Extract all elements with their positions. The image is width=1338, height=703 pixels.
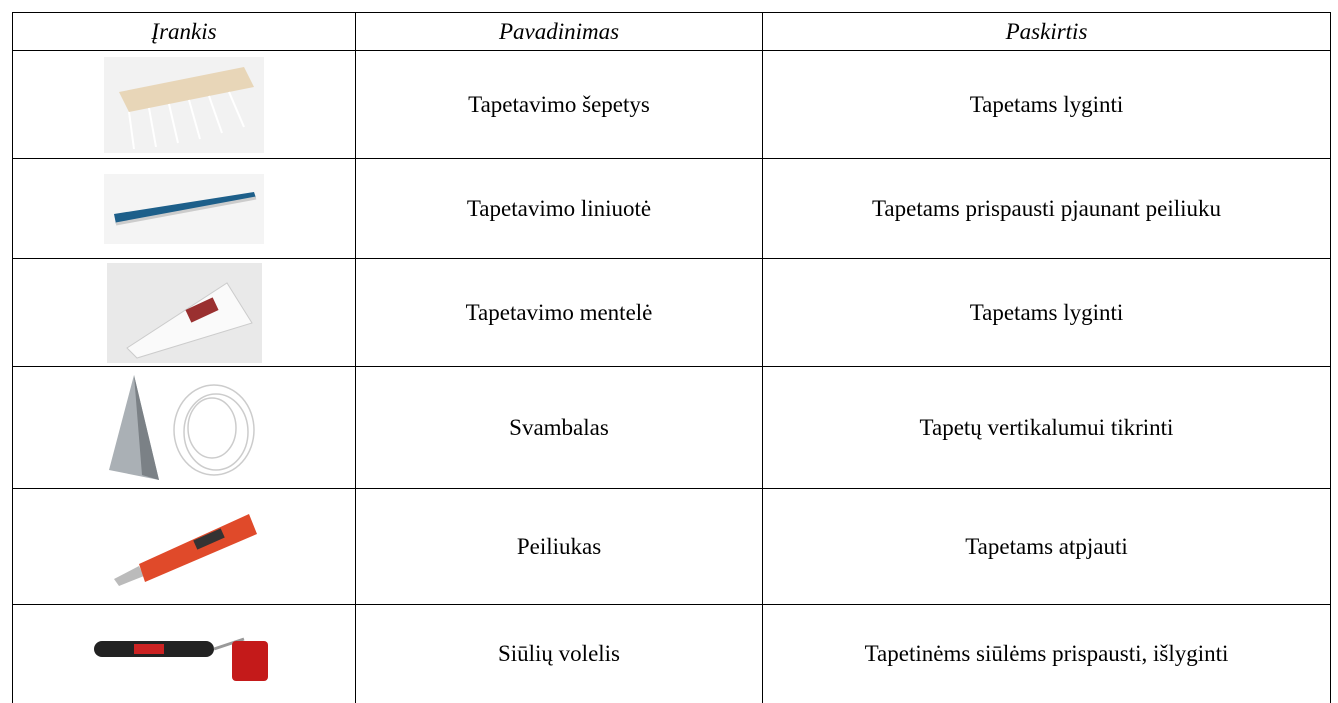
spatula-image: [106, 262, 262, 363]
purpose-cell: Tapetams atpjauti: [762, 488, 1331, 605]
name-cell: Peiliukas: [355, 488, 763, 605]
image-cell: [12, 258, 356, 367]
header-cell: Įrankis: [12, 12, 356, 51]
header-row: Įrankis Pavadinimas Paskirtis: [12, 12, 1331, 51]
row: Peiliukas Tapetams atpjauti: [12, 488, 1331, 605]
name-cell: Tapetavimo liniuotė: [355, 158, 763, 259]
image-cell: [12, 604, 356, 703]
image-cell: [12, 50, 356, 159]
row: Tapetavimo mentelė Tapetams lyginti: [12, 258, 1331, 367]
row: Tapetavimo liniuotė Tapetams prispausti …: [12, 158, 1331, 259]
header-cell: Pavadinimas: [355, 12, 763, 51]
plumb-image: [109, 375, 255, 480]
purpose-cell: Tapetams lyginti: [762, 50, 1331, 159]
name-cell: Siūlių volelis: [355, 604, 763, 703]
knife-image: [114, 514, 257, 586]
header-cell: Paskirtis: [762, 12, 1331, 51]
row: Tapetavimo šepetys Tapetams lyginti: [12, 50, 1331, 159]
purpose-cell: Tapetinėms siūlėms prispausti, išlyginti: [762, 604, 1331, 703]
row: Svambalas Tapetų vertikalumui tikrinti: [12, 366, 1331, 489]
ruler-image: [104, 173, 264, 244]
image-cell: [12, 366, 356, 489]
name-cell: Tapetavimo šepetys: [355, 50, 763, 159]
roller-image: [94, 637, 268, 681]
name-cell: Svambalas: [355, 366, 763, 489]
purpose-cell: Tapetų vertikalumui tikrinti: [762, 366, 1331, 489]
image-cell: [12, 488, 356, 605]
tools-table: Įrankis Pavadinimas Paskirtis Tapetavimo…: [12, 12, 1331, 703]
purpose-cell: Tapetams prispausti pjaunant peiliuku: [762, 158, 1331, 259]
image-cell: [12, 158, 356, 259]
brush-image: [104, 56, 264, 153]
purpose-cell: Tapetams lyginti: [762, 258, 1331, 367]
row: Siūlių volelis Tapetinėms siūlėms prispa…: [12, 604, 1331, 703]
name-cell: Tapetavimo mentelė: [355, 258, 763, 367]
